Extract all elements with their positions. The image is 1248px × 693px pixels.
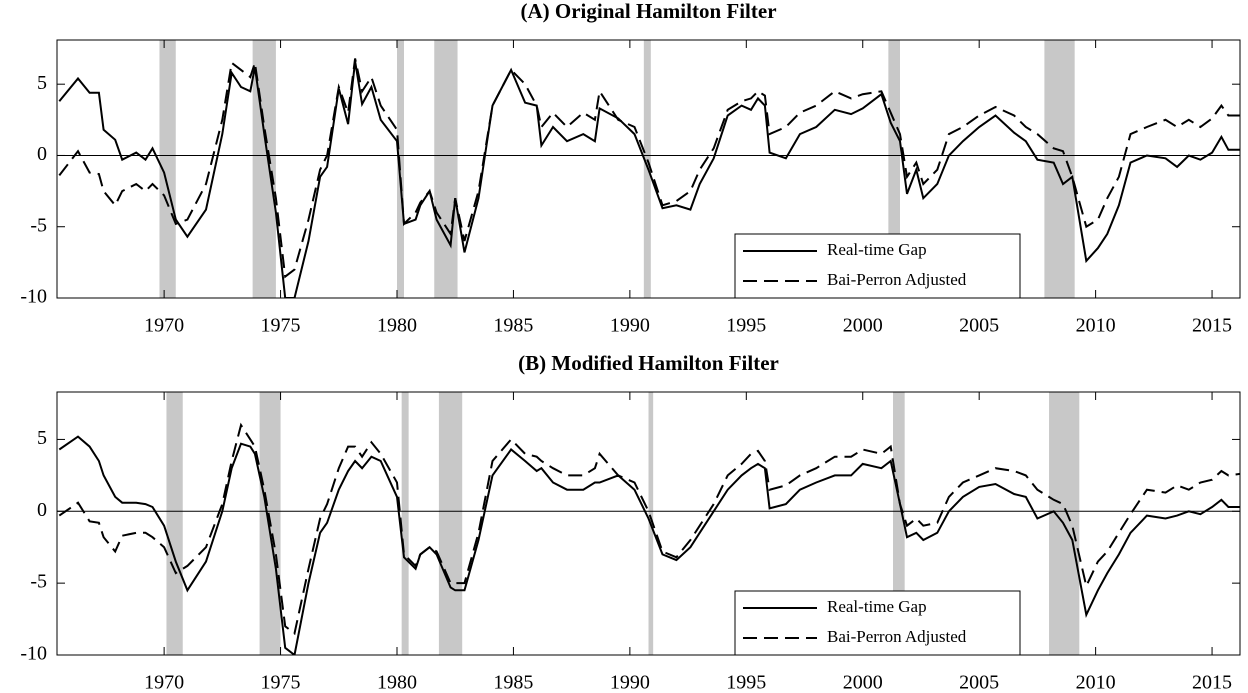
recession-band <box>166 392 183 655</box>
x-tick-label: 1995 <box>726 315 766 337</box>
x-tick-label: 1990 <box>610 315 650 337</box>
legend-label: Real-time Gap <box>827 597 927 616</box>
x-tick-label: 1975 <box>261 315 301 337</box>
x-tick-label: 2010 <box>1076 315 1116 337</box>
legend-box <box>734 590 1021 656</box>
recession-band <box>252 40 276 298</box>
series-line <box>58 422 1240 636</box>
panel: (B) Modified Hamilton Filter -10 -5 0 5 1970 1… <box>20 351 1241 693</box>
x-tick-label: 1980 <box>377 315 417 337</box>
y-tick-label: 5 <box>37 427 47 449</box>
recession-band <box>888 40 901 298</box>
x-tick-label: 2000 <box>843 315 883 337</box>
series-line <box>58 58 1240 279</box>
x-tick-label: 1995 <box>726 672 766 693</box>
x-tick-label: 2015 <box>1192 315 1232 337</box>
x-tick-label: 1985 <box>493 672 533 693</box>
x-tick-label: 2010 <box>1076 672 1116 693</box>
y-tick-label: -5 <box>30 571 47 593</box>
x-tick-label: 2000 <box>843 672 883 693</box>
x-tick-label: 2005 <box>959 315 999 337</box>
series-line <box>58 61 1240 298</box>
legend-label: Real-time Gap <box>827 240 927 259</box>
lines <box>58 58 1240 298</box>
recession-band <box>401 392 409 655</box>
y-tick-label: -10 <box>20 643 47 665</box>
y-tick-label: -10 <box>20 286 47 308</box>
chart-title: (A) Original Hamilton Filter <box>520 0 776 23</box>
legend-label: Bai-Perron Adjusted <box>827 627 967 646</box>
x-tick-label: 1975 <box>261 672 301 693</box>
recession-band <box>438 392 463 655</box>
lines <box>58 422 1240 655</box>
recession-band <box>159 40 176 298</box>
legend-box <box>734 233 1021 299</box>
panel: (A) Original Hamilton Filter -10 -5 0 5 1970 1… <box>20 0 1241 337</box>
y-tick-label: 0 <box>37 143 47 165</box>
y-tick-label: 0 <box>37 499 47 521</box>
axes-box <box>56 391 1241 656</box>
x-tick-label: 1970 <box>144 672 184 693</box>
chart-title: (B) Modified Hamilton Filter <box>518 351 779 375</box>
legend-label: Bai-Perron Adjusted <box>827 270 967 289</box>
x-tick-label: 1990 <box>610 672 650 693</box>
series-line <box>58 435 1240 655</box>
axes-box <box>56 39 1241 299</box>
x-tick-label: 2005 <box>959 672 999 693</box>
x-tick-label: 2015 <box>1192 672 1232 693</box>
recession-band <box>893 392 905 655</box>
x-tick-label: 1985 <box>493 315 533 337</box>
x-tick-label: 1980 <box>377 672 417 693</box>
y-tick-label: -5 <box>30 214 47 236</box>
recession-band <box>434 40 458 298</box>
y-tick-label: 5 <box>37 72 47 94</box>
x-tick-label: 1970 <box>144 315 184 337</box>
